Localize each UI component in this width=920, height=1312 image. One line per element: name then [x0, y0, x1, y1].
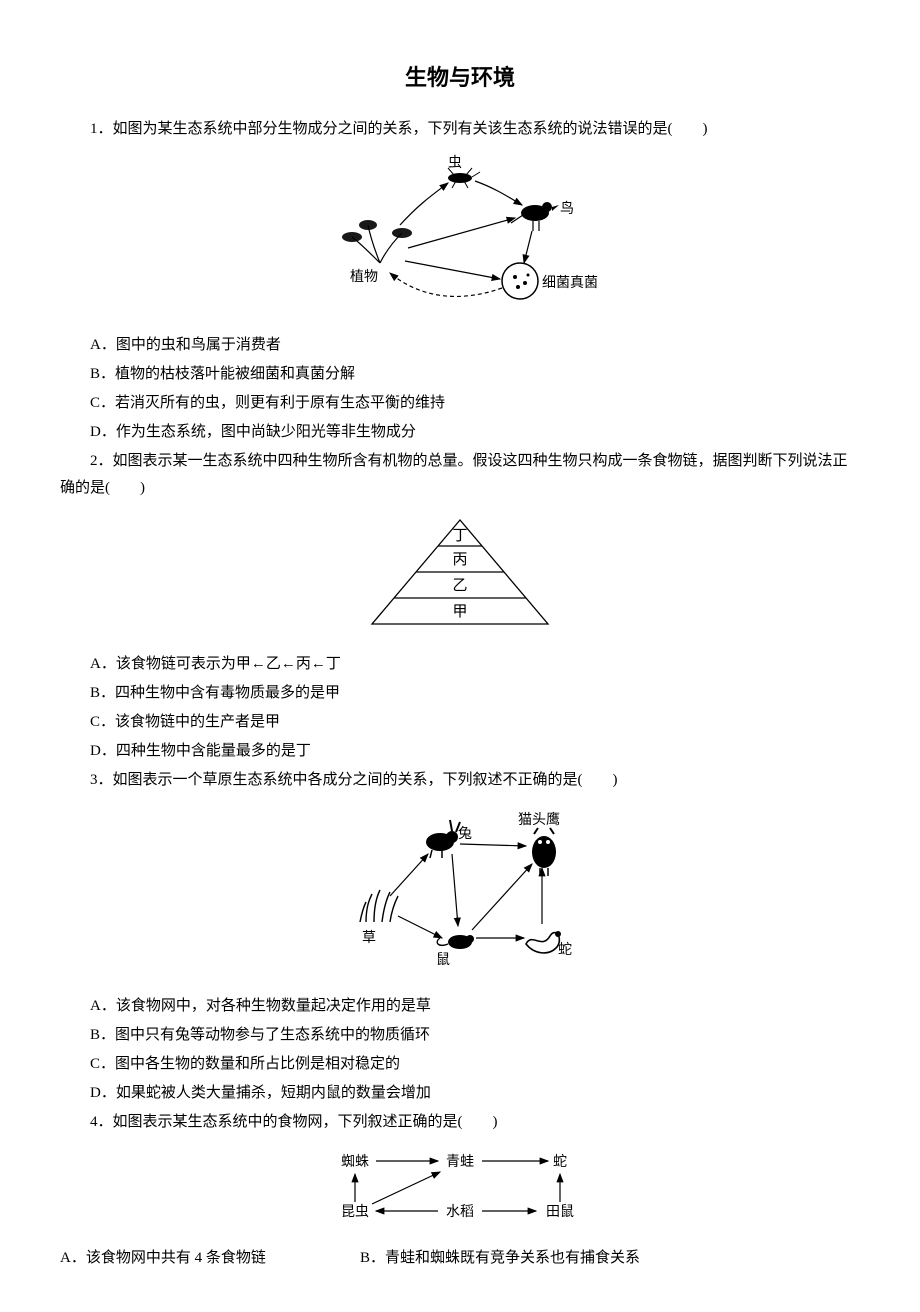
fig4-spider: 蜘蛛	[341, 1154, 369, 1170]
q3-stem: 3．如图表示一个草原生态系统中各成分之间的关系，下列叙述不正确的是( )	[60, 767, 860, 794]
fig4-fieldmouse: 田鼠	[546, 1204, 574, 1220]
q1-opt-a: A．图中的虫和鸟属于消费者	[60, 332, 860, 359]
fig3-owl: 猫头鹰	[518, 812, 560, 828]
q1-opt-c: C．若消灭所有的虫，则更有利于原有生态平衡的维持	[60, 390, 860, 417]
fig4-frog: 青蛙	[446, 1154, 474, 1170]
fig4-snake: 蛇	[553, 1154, 567, 1170]
q4-opt-b: B．青蛙和蜘蛛既有竞争关系也有捕食关系	[360, 1245, 860, 1272]
q2-stem: 2．如图表示某一生态系统中四种生物所含有机物的总量。假设这四种生物只构成一条食物…	[60, 448, 860, 502]
q2-figure: 丁 丙 乙 甲	[60, 512, 860, 637]
fig2-lvl-1: 丙	[452, 552, 467, 568]
fig4-insect: 昆虫	[341, 1204, 369, 1220]
fig3-grass: 草	[362, 930, 376, 946]
q4-opts-ab: A．该食物网中共有 4 条食物链 B．青蛙和蜘蛛既有竞争关系也有捕食关系	[60, 1245, 860, 1272]
q2-opt-d: D．四种生物中含能量最多的是丁	[60, 738, 860, 765]
fig1-label-plant: 植物	[350, 269, 378, 285]
fig3-mouse: 鼠	[436, 952, 450, 968]
q3-opt-c: C．图中各生物的数量和所占比例是相对稳定的	[60, 1051, 860, 1078]
q2-opt-a: A．该食物链可表示为甲←乙←丙←丁	[60, 651, 860, 678]
q2-opt-c: C．该食物链中的生产者是甲	[60, 709, 860, 736]
fig4-rice: 水稻	[446, 1204, 474, 1220]
fig2-lvl-2: 乙	[452, 578, 467, 594]
q1-stem: 1．如图为某生态系统中部分生物成分之间的关系，下列有关该生态系统的说法错误的是(…	[60, 116, 860, 143]
q1-opt-d: D．作为生态系统，图中尚缺少阳光等非生物成分	[60, 419, 860, 446]
q4-figure: 蜘蛛 青蛙 蛇 昆虫 水稻 田鼠	[60, 1146, 860, 1231]
q4-opt-a: A．该食物网中共有 4 条食物链	[60, 1245, 360, 1272]
fig1-label-bird: 鸟	[560, 201, 574, 217]
fig2-lvl-3: 甲	[452, 604, 467, 620]
q1-figure: 植物 虫 鸟 细菌真菌	[60, 153, 860, 318]
fig1-label-insect: 虫	[448, 155, 462, 171]
q4-stem: 4．如图表示某生态系统中的食物网，下列叙述正确的是( )	[60, 1109, 860, 1136]
q1-opt-b: B．植物的枯枝落叶能被细菌和真菌分解	[60, 361, 860, 388]
fig2-lvl-0: 丁	[452, 528, 467, 544]
q3-figure: 草 兔 猫头鹰 鼠 蛇	[60, 804, 860, 979]
fig3-snake: 蛇	[558, 942, 572, 958]
q3-opt-d: D．如果蛇被人类大量捕杀，短期内鼠的数量会增加	[60, 1080, 860, 1107]
page-title: 生物与环境	[60, 60, 860, 92]
q3-opt-a: A．该食物网中，对各种生物数量起决定作用的是草	[60, 993, 860, 1020]
fig3-rabbit: 兔	[458, 826, 472, 842]
fig1-label-microbe: 细菌真菌	[542, 275, 598, 291]
q3-opt-b: B．图中只有兔等动物参与了生态系统中的物质循环	[60, 1022, 860, 1049]
q2-opt-b: B．四种生物中含有毒物质最多的是甲	[60, 680, 860, 707]
